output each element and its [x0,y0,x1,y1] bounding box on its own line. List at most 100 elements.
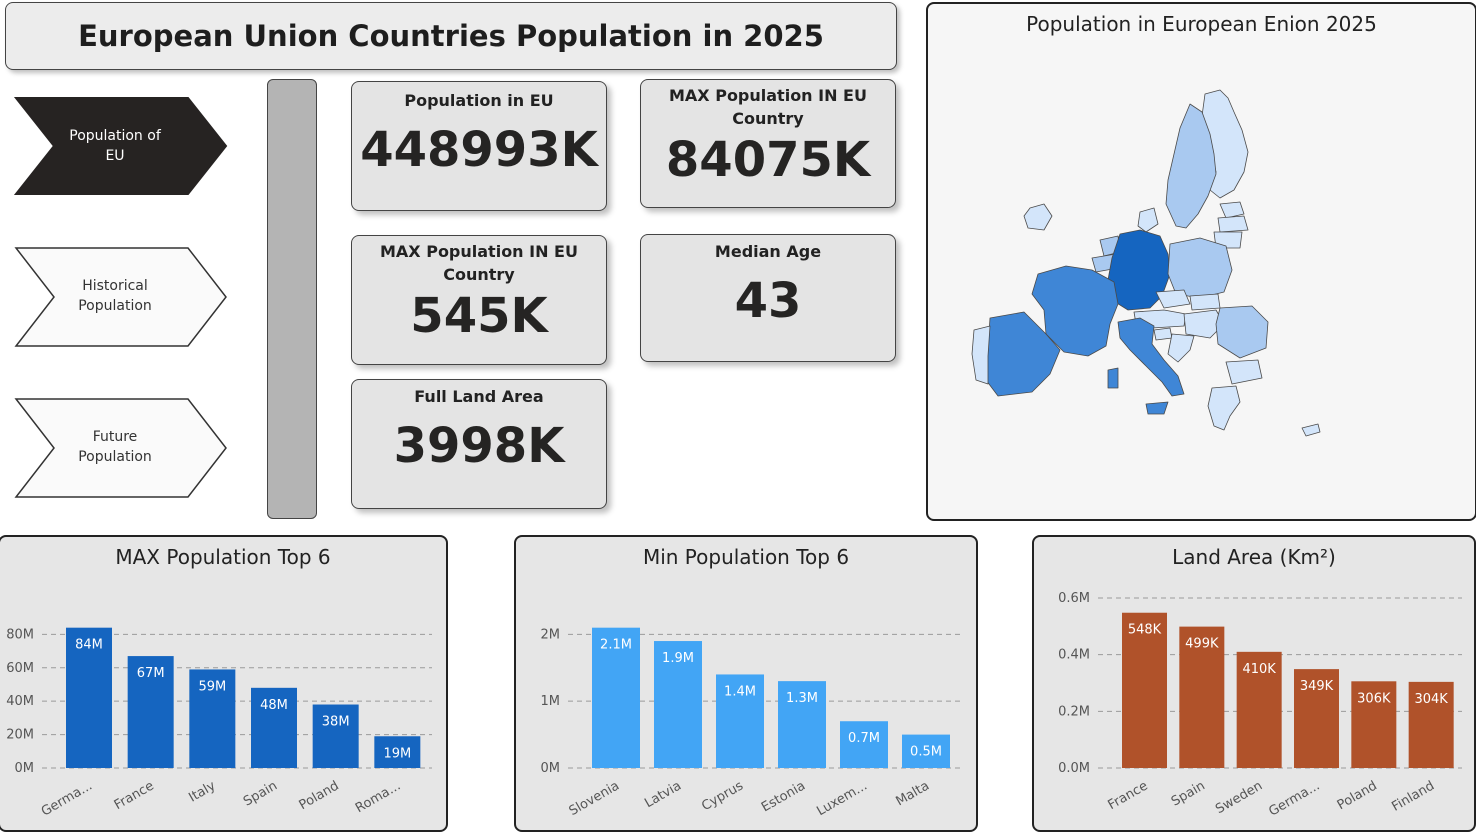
data-label: 1.3M [786,691,818,706]
y-tick-label: 0.2M [1058,704,1090,719]
map-region-bulgaria [1225,359,1263,385]
data-label: 349K [1300,679,1334,694]
bar[interactable] [716,674,764,768]
x-category-label: Germa... [1266,778,1322,819]
bar[interactable] [840,721,888,768]
data-label: 548K [1128,623,1162,638]
nav-chevron-shape [14,247,227,347]
x-category-label: Roma... [353,778,403,816]
x-category-label: Luxem... [814,778,870,819]
y-tick-label: 2M [541,627,561,642]
max-population-bar-chart: 0M 20M 40M 60M 80M 84M Germa... 67M France 59M Ita… [6,627,432,820]
map-region-sardinia [1107,367,1119,389]
min-population-bar-chart: 0M 1M 2M 2.1M Slovenia 1.9M Latvia 1.4M Cyprus 1.… [541,627,960,819]
bar[interactable] [1236,651,1282,768]
kpi-median-age-card: Median Age 43 [640,234,896,362]
bar[interactable] [1122,612,1167,768]
eu-choropleth-map[interactable] [928,4,1471,515]
map-region-italy [1117,317,1185,397]
x-category-label: Sweden [1213,778,1265,817]
bar[interactable] [374,736,421,768]
map-region-portugal [971,325,991,385]
kpi-title-line1: MAX Population IN EU [669,86,867,105]
nav-chevron-shape [13,97,228,195]
dashboard-title: European Union Countries Population in 2… [78,19,824,53]
map-region-greece [1207,385,1241,431]
kpi-value: 3998K [393,418,565,474]
map-region-cyprus [1301,423,1321,437]
bar[interactable] [1179,626,1225,768]
y-tick-label: 0.6M [1058,591,1090,606]
x-category-label: Poland [1335,778,1380,813]
kpi-min-population-card: MAX Population IN EU Country 545K [351,235,607,365]
data-label: 410K [1242,662,1276,677]
vertical-divider-bar [267,79,317,519]
data-label: 304K [1414,692,1448,707]
map-region-estonia [1219,201,1245,219]
nav-historical-population[interactable]: Historical Population [10,246,230,347]
nav-label-line2: Population [78,449,152,465]
kpi-value: 43 [734,273,802,329]
bar[interactable] [592,627,640,768]
kpi-value: 84075K [665,132,871,188]
map-region-romania [1215,305,1269,359]
data-label: 1.4M [724,684,756,699]
x-category-label: Germa... [39,778,95,819]
kpi-value: 545K [410,288,548,344]
x-category-label: France [1106,778,1151,813]
nav-future-population[interactable]: Future Population [10,397,230,498]
bar[interactable] [778,681,826,768]
x-category-label: Estonia [759,778,808,815]
bar[interactable] [1294,669,1339,768]
data-label: 306K [1357,691,1391,706]
bar[interactable] [654,641,702,768]
data-label: 1.9M [662,651,694,666]
y-tick-label: 0M [541,761,561,776]
map-region-czechia [1155,289,1191,309]
bar[interactable] [312,704,359,768]
map-region-germany [1107,229,1171,311]
kpi-population-eu-card: Population in EU 448993K [351,81,607,211]
chart-title: MAX Population Top 6 [115,545,331,569]
bar[interactable] [189,669,236,768]
kpi-title: Population in EU [404,91,554,110]
land-area-chart-panel: Land Area (Km²) 0.0M 0.2M 0.4M 0.6M 548K Fran… [1032,535,1476,832]
data-label: 0.7M [848,731,880,746]
bar[interactable] [251,687,297,768]
bar[interactable] [1408,681,1454,768]
bar[interactable] [902,734,950,768]
map-region-sicily [1145,401,1169,415]
map-region-france [1031,265,1119,357]
nav-label-line1: Future [92,429,138,445]
kpi-land-area-card: Full Land Area 3998K [351,379,607,509]
chart-title: Land Area (Km²) [1172,545,1336,569]
map-region-ireland [1023,203,1053,231]
map-region-sweden [1165,103,1217,229]
map-region-latvia [1217,215,1249,233]
data-label: 19M [383,746,411,761]
data-label: 84M [75,638,103,653]
kpi-max-population-card: MAX Population IN EU Country 84075K [640,79,896,208]
y-tick-label: 0.0M [1058,761,1090,776]
kpi-title-line2: Country [732,109,804,128]
nav-label-line1: Historical [82,278,148,294]
bar[interactable] [127,656,174,768]
y-tick-label: 0M [15,761,35,776]
y-tick-label: 80M [6,627,34,642]
y-tick-label: 1M [541,694,561,709]
kpi-title-line2: Country [443,265,515,284]
nav-population-of-eu[interactable]: Population of EU [10,96,230,196]
data-label: 0.5M [910,745,942,760]
bar[interactable] [1351,681,1397,768]
x-category-label: France [112,778,157,813]
x-category-label: Finland [1389,778,1437,814]
bar[interactable] [66,627,112,768]
kpi-value: 448993K [360,122,598,178]
x-category-label: Malta [893,778,932,809]
map-title: Population in European Enion 2025 [1026,12,1377,36]
x-category-label: Italy [186,778,218,805]
data-label: 67M [137,666,165,681]
y-tick-label: 40M [6,694,34,709]
dashboard-title-box: European Union Countries Population in 2… [5,2,897,70]
map-region-denmark [1137,207,1159,233]
